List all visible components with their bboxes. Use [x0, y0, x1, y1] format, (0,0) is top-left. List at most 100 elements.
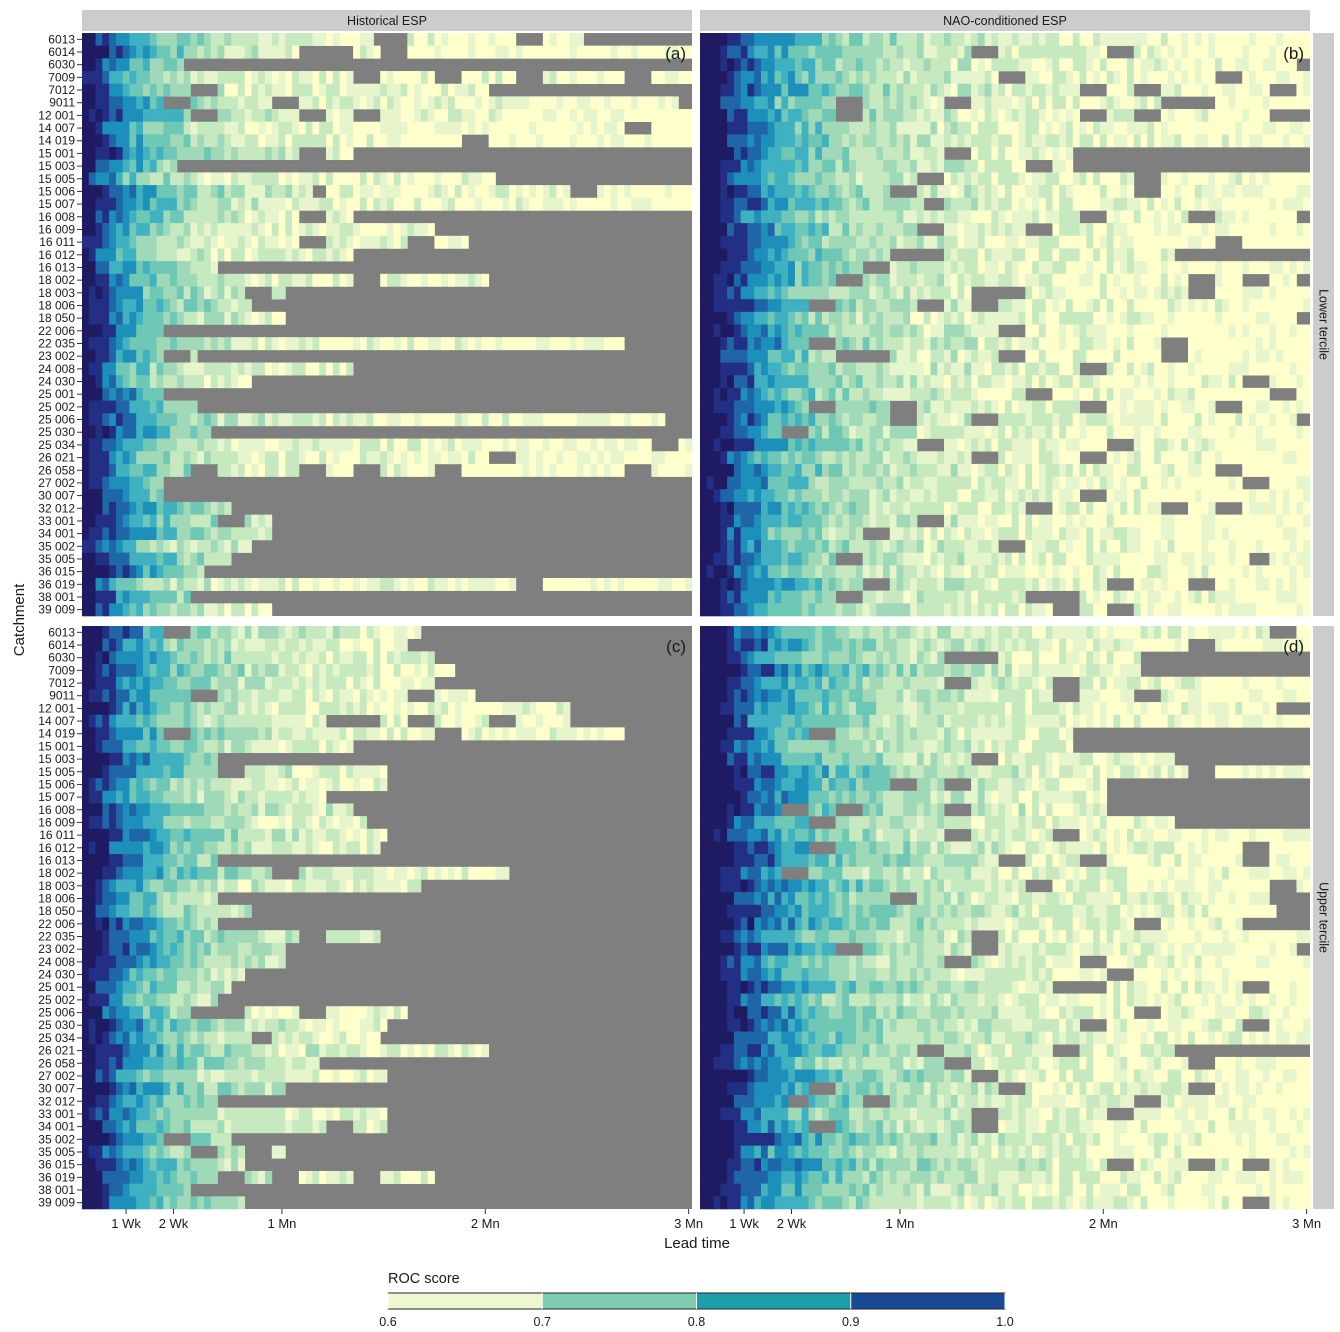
heatmap-cell [822, 273, 830, 287]
heatmap-cell [733, 147, 742, 161]
heatmap-cell [610, 185, 618, 199]
heatmap-cell [488, 96, 496, 110]
heatmap-cell [1201, 299, 1209, 313]
heatmap-cell [1174, 387, 1182, 401]
heatmap-cell [828, 96, 836, 110]
heatmap-cell [102, 514, 110, 528]
heatmap-cell [788, 147, 796, 161]
heatmap-cell [671, 134, 679, 148]
heatmap-cell [950, 400, 958, 414]
heatmap-cell [706, 324, 714, 338]
heatmap-cell [706, 261, 714, 275]
heatmap-cell [808, 96, 816, 110]
heatmap-cell [190, 248, 198, 262]
heatmap-cell [1059, 172, 1067, 186]
heatmap-cell [244, 109, 252, 123]
heatmap-cell [788, 71, 796, 84]
heatmap-cell [754, 438, 762, 452]
heatmap-cell [740, 286, 748, 300]
heatmap-cell [1038, 33, 1047, 46]
heatmap-cell [1052, 438, 1060, 452]
heatmap-cell [549, 185, 557, 199]
heatmap-cell [481, 45, 490, 59]
heatmap-cell [1255, 362, 1263, 376]
heatmap-cell [427, 121, 435, 135]
heatmap-cell [170, 425, 178, 439]
heatmap-cell [427, 197, 435, 211]
heatmap-cell [1154, 273, 1162, 287]
heatmap-cell [82, 438, 90, 452]
heatmap-cell [801, 438, 809, 452]
heatmap-cell [176, 463, 185, 477]
heatmap-cell [454, 45, 462, 59]
heatmap-cell [794, 273, 803, 287]
heatmap-cell [781, 375, 789, 389]
heatmap-cell [1052, 425, 1060, 439]
heatmap-cell [197, 96, 205, 110]
heatmap-cell [95, 235, 103, 249]
heatmap-cell [129, 210, 137, 224]
heatmap-cell [387, 96, 395, 110]
heatmap-cell [576, 96, 584, 110]
heatmap-cell [1188, 438, 1196, 452]
heatmap-cell [1154, 96, 1162, 110]
heatmap-cell [971, 273, 979, 287]
heatmap-cell [115, 590, 124, 604]
heatmap-cell [998, 96, 1006, 110]
heatmap-cell [747, 489, 755, 503]
heatmap-cell [481, 83, 490, 97]
heatmap-cell [488, 71, 496, 84]
heatmap-cell [149, 501, 157, 515]
heatmap-cell [136, 197, 144, 211]
heatmap-cell [298, 71, 307, 84]
heatmap-cell [143, 71, 151, 84]
heatmap-cell [754, 349, 762, 363]
heatmap-cell [88, 489, 96, 503]
heatmap-cell [1032, 438, 1040, 452]
heatmap-cell [183, 337, 191, 351]
heatmap-cell [1228, 45, 1236, 59]
heatmap-cell [767, 299, 775, 313]
heatmap-cell [1174, 438, 1182, 452]
heatmap-cell [258, 45, 266, 59]
heatmap-cell [163, 134, 171, 148]
heatmap-cell [109, 121, 117, 135]
heatmap-cell [1269, 261, 1277, 275]
heatmap-cell [353, 197, 361, 211]
heatmap-cell [129, 337, 137, 351]
heatmap-cell [903, 159, 911, 173]
heatmap-cell [903, 33, 911, 46]
heatmap-cell [835, 463, 843, 477]
heatmap-cell [434, 109, 442, 123]
heatmap-cell [244, 514, 252, 528]
heatmap-cell [678, 121, 686, 135]
heatmap-cell [984, 273, 992, 287]
heatmap-cell [1059, 413, 1067, 427]
heatmap-cell [1255, 349, 1263, 363]
heatmap-cell [828, 425, 836, 439]
heatmap-cell [176, 438, 185, 452]
heatmap-cell [1066, 451, 1074, 465]
heatmap-cell [977, 235, 986, 249]
heatmap-cell [774, 197, 782, 211]
heatmap-cell [1269, 286, 1277, 300]
heatmap-cell [1249, 463, 1257, 477]
heatmap-cell [454, 33, 462, 46]
heatmap-cell [556, 134, 564, 148]
heatmap-cell [603, 413, 612, 427]
heatmap-cell [1093, 58, 1101, 72]
heatmap-cell [700, 349, 708, 363]
heatmap-cell [1052, 286, 1060, 300]
heatmap-cell [461, 83, 469, 97]
heatmap-cell [727, 337, 735, 351]
heatmap-cell [727, 185, 735, 199]
heatmap-cell [869, 223, 877, 237]
heatmap-cell [733, 83, 742, 97]
heatmap-cell [862, 451, 870, 465]
heatmap-cell [835, 425, 843, 439]
heatmap-cell [883, 273, 891, 287]
heatmap-cell [700, 451, 708, 465]
heatmap-cell [95, 210, 103, 224]
heatmap-cell [122, 539, 130, 553]
